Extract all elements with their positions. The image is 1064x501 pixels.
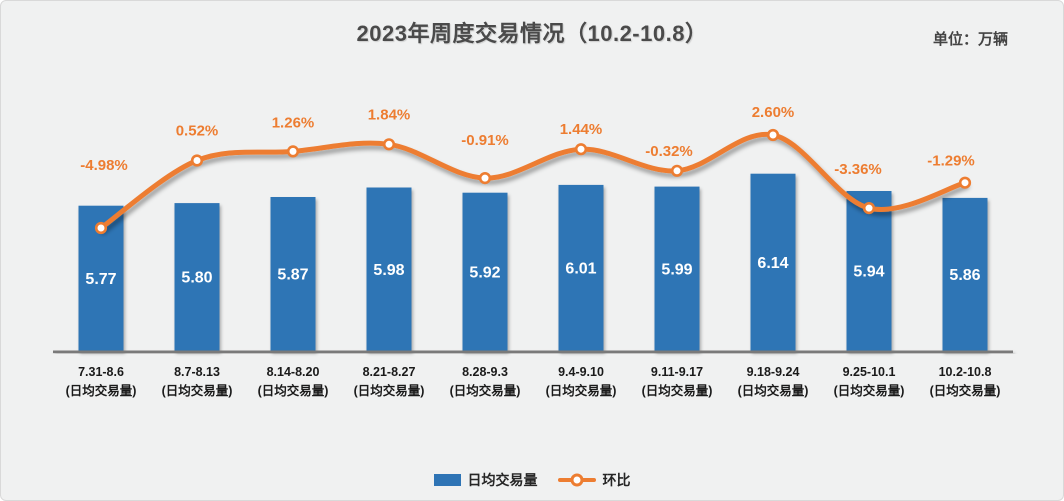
category-sublabel: (日均交易量) <box>450 383 521 398</box>
category-label: 8.28-9.3 <box>462 365 508 379</box>
category-label: 9.11-9.17 <box>651 365 703 379</box>
pct-change-label: -0.32% <box>645 143 693 160</box>
line-marker <box>862 202 876 215</box>
bar-value-label: 5.94 <box>853 264 884 281</box>
bar-value-label: 5.86 <box>949 267 980 284</box>
category-sublabel: (日均交易量) <box>642 383 713 398</box>
pct-change-label: 1.84% <box>368 106 411 123</box>
pct-change-label: -3.36% <box>834 161 882 178</box>
bar-value-label: 5.80 <box>181 270 212 287</box>
category-sublabel: (日均交易量) <box>258 383 329 398</box>
bar <box>366 187 412 351</box>
line-marker <box>958 176 972 189</box>
unit-label: 单位：万辆 <box>932 31 1008 48</box>
bar <box>654 186 700 351</box>
pct-change-label: 1.44% <box>560 121 603 138</box>
legend-bar-label: 日均交易量 <box>467 472 538 488</box>
line-marker <box>574 143 588 156</box>
line-marker <box>478 172 492 185</box>
bar-value-label: 5.98 <box>373 262 404 279</box>
bar-value-label: 5.99 <box>661 261 692 278</box>
bar <box>846 191 892 351</box>
bar-value-label: 5.92 <box>469 264 500 281</box>
bar <box>558 184 604 351</box>
category-label: 10.2-10.8 <box>939 365 992 379</box>
bar-value-label: 6.01 <box>565 261 596 278</box>
bar-series-swatch <box>433 474 461 486</box>
line-series-path <box>98 131 968 231</box>
line-marker <box>190 154 204 167</box>
pct-change-label: 0.52% <box>176 123 219 140</box>
category-label: 7.31-8.6 <box>78 365 124 379</box>
legend-item-bar-series: 日均交易量 <box>433 470 538 490</box>
pct-change-label: -1.29% <box>927 153 975 170</box>
line-marker <box>766 128 780 142</box>
legend-item-line-series: 环比 <box>557 470 631 490</box>
bar <box>270 197 316 351</box>
bar <box>462 192 508 351</box>
bar-value-label: 5.77 <box>85 271 116 288</box>
bar <box>750 173 796 351</box>
line-series-swatch <box>557 473 596 487</box>
category-label: 8.21-8.27 <box>363 365 416 379</box>
category-sublabel: (日均交易量) <box>162 383 233 398</box>
category-sublabel: (日均交易量) <box>834 383 905 398</box>
category-sublabel: (日均交易量) <box>354 383 425 398</box>
category-sublabel: (日均交易量) <box>738 383 809 398</box>
line-marker <box>286 145 300 158</box>
pct-change-label: -4.98% <box>80 157 128 174</box>
category-sublabel: (日均交易量) <box>546 383 617 398</box>
category-label: 8.7-8.13 <box>174 365 220 379</box>
legend-line-label: 环比 <box>602 472 631 488</box>
category-sublabel: (日均交易量) <box>930 383 1001 398</box>
line-marker-icon <box>570 473 583 487</box>
category-label: 9.25-10.1 <box>843 365 896 379</box>
category-label: 8.14-8.20 <box>267 365 320 379</box>
pct-change-label: 2.60% <box>752 104 795 121</box>
chart-title: 2023年周度交易情况（10.2-10.8） <box>356 21 708 46</box>
pct-change-label: -0.91% <box>461 132 509 149</box>
legend: 日均交易量 环比 <box>1 470 1063 490</box>
category-sublabel: (日均交易量) <box>66 383 137 398</box>
bar-value-label: 6.14 <box>757 255 788 272</box>
line-marker <box>382 138 396 151</box>
category-label: 9.18-9.24 <box>747 365 800 379</box>
bar <box>942 197 988 351</box>
line-marker <box>94 221 108 235</box>
line-marker <box>670 164 684 177</box>
category-label: 9.4-9.10 <box>558 365 604 379</box>
pct-change-label: 1.26% <box>272 114 315 131</box>
bar <box>174 203 220 351</box>
x-axis-line <box>53 350 1013 354</box>
bar-value-label: 5.87 <box>277 267 308 284</box>
